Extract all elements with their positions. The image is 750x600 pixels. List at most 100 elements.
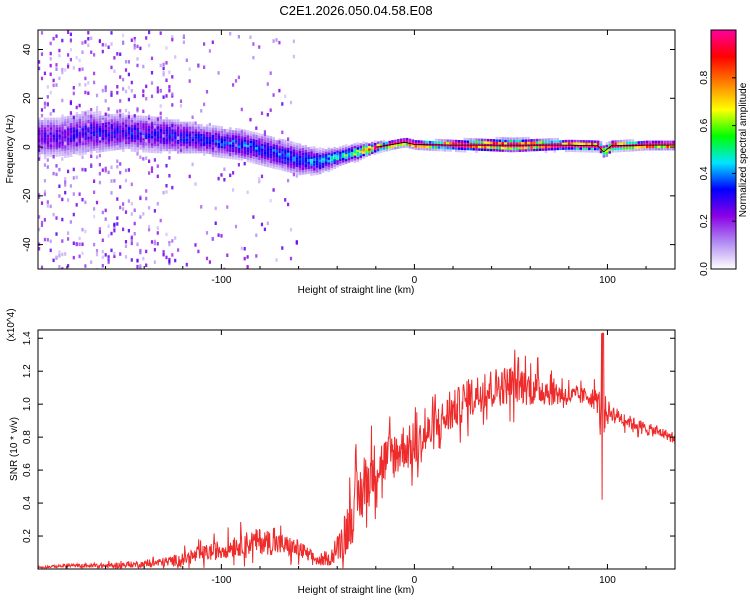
- spectrogram-cell: [275, 149, 278, 153]
- spectrogram-cell: [153, 138, 157, 141]
- spectrogram-cell: [272, 161, 276, 164]
- spectrogram-cell: [93, 242, 96, 247]
- spectrogram-cell: [530, 141, 533, 145]
- spectrogram-cell: [185, 131, 189, 134]
- spectrogram-cell: [243, 134, 247, 137]
- spectrogram-cell: [591, 142, 594, 146]
- spectrogram-cell: [93, 119, 96, 122]
- spectrogram-cell: [402, 138, 406, 141]
- spectrogram-cell: [240, 128, 244, 132]
- spectrogram-cell: [124, 108, 128, 113]
- spectrogram-cell: [119, 134, 122, 138]
- spectrogram-cell: [127, 146, 131, 150]
- colorbar-tick-label: 0.0: [699, 262, 710, 276]
- spectrogram-cell: [191, 124, 195, 127]
- spectrogram-cell: [133, 124, 137, 128]
- spectrogram-cell: [672, 143, 675, 146]
- spectrogram-cell: [40, 108, 44, 112]
- spectrogram-cell: [81, 251, 84, 255]
- spectrogram-cell: [119, 75, 122, 79]
- spectrogram-cell: [142, 147, 145, 150]
- spectrogram-cell: [544, 138, 548, 141]
- spectrogram-cell: [162, 129, 166, 132]
- spectrogram-cell: [625, 149, 629, 152]
- spectrogram-cell: [162, 139, 166, 142]
- spectrogram-cell: [171, 141, 174, 144]
- spectrogram-cell: [669, 140, 672, 144]
- spectrogram-cell: [214, 149, 218, 153]
- spectrogram-cell: [275, 140, 278, 143]
- spectrogram-cell: [327, 164, 331, 168]
- spectrogram-cell: [295, 145, 299, 148]
- spectrogram-cell: [93, 131, 96, 134]
- spectrogram-cell: [194, 145, 197, 149]
- spectrogram-cell: [69, 149, 73, 153]
- spectrogram-cell: [78, 121, 82, 124]
- spectrogram-cell: [46, 165, 49, 169]
- spectrogram-cell: [295, 142, 299, 146]
- spectrogram-cell: [452, 147, 455, 150]
- spectrogram-cell: [243, 136, 247, 140]
- spectrogram-cell: [188, 133, 192, 137]
- spectrogram-cell: [52, 127, 56, 130]
- spectrogram-cell: [101, 139, 105, 143]
- spectrogram-cell: [263, 163, 267, 167]
- spectrogram-cell: [310, 156, 313, 159]
- y-tick-label: 0: [22, 144, 33, 150]
- spectrogram-cell: [61, 148, 64, 152]
- spectrogram-cell: [492, 148, 496, 152]
- spectrogram-cell: [278, 138, 281, 141]
- spectrogram-cell: [136, 130, 139, 133]
- spectrogram-cell: [104, 112, 107, 117]
- spectrogram-cell: [139, 120, 142, 123]
- spectrogram-cell: [38, 157, 41, 161]
- spectrogram-cell: [98, 110, 102, 114]
- spectrogram-cell: [258, 177, 261, 181]
- spectrogram-ridge-line: [375, 141, 675, 153]
- spectrogram-cell: [304, 147, 307, 150]
- spectrogram-cell: [156, 202, 159, 206]
- spectrogram-cell: [466, 147, 470, 151]
- spectrogram-cell: [330, 163, 333, 166]
- spectrogram-cell: [49, 129, 53, 133]
- spectrogram-cell: [266, 137, 270, 141]
- spectrogram-cell: [122, 141, 125, 145]
- spectrogram-cell: [449, 146, 452, 150]
- spectrogram-cell: [298, 145, 302, 149]
- spectrogram-cell: [49, 120, 53, 123]
- spectrogram-cell: [301, 162, 305, 166]
- spectrogram-cell: [570, 139, 574, 143]
- spectrogram-cell: [67, 30, 70, 34]
- spectrogram-cell: [339, 151, 342, 154]
- spectrogram-cell: [150, 71, 154, 75]
- spectrogram-cell: [541, 141, 545, 144]
- spectrogram-cell: [40, 139, 44, 143]
- spectrogram-cell: [278, 157, 281, 161]
- spectrogram-cell: [260, 146, 264, 149]
- spectrogram-cell: [122, 146, 125, 150]
- spectrogram-cell: [567, 142, 571, 145]
- spectrogram-cell: [101, 43, 104, 47]
- spectrogram-cell: [124, 146, 128, 149]
- spectrogram-cell: [269, 155, 273, 159]
- spectrogram-cell: [148, 147, 151, 151]
- spectrogram-cell: [179, 138, 183, 142]
- spectrogram-cell: [336, 155, 339, 158]
- spectrogram-cell: [654, 145, 658, 149]
- spectrogram-cell: [510, 137, 513, 141]
- spectrogram-cell: [573, 139, 577, 143]
- spectrogram-cell: [666, 143, 669, 146]
- spectrogram-cell: [159, 140, 162, 144]
- spectrogram-cell: [75, 131, 79, 135]
- spectrogram-cell: [521, 137, 525, 140]
- spectrogram-cell: [179, 129, 183, 132]
- spectrogram-cell: [287, 150, 290, 153]
- spectrogram-cell: [284, 147, 287, 150]
- spectrogram-cell: [124, 143, 128, 147]
- spectrogram-cell: [84, 132, 87, 136]
- spectrogram-cell: [287, 140, 290, 144]
- spectrogram-cell: [510, 144, 513, 148]
- spectrogram-cell: [246, 190, 249, 194]
- spectrogram-cell: [122, 118, 125, 122]
